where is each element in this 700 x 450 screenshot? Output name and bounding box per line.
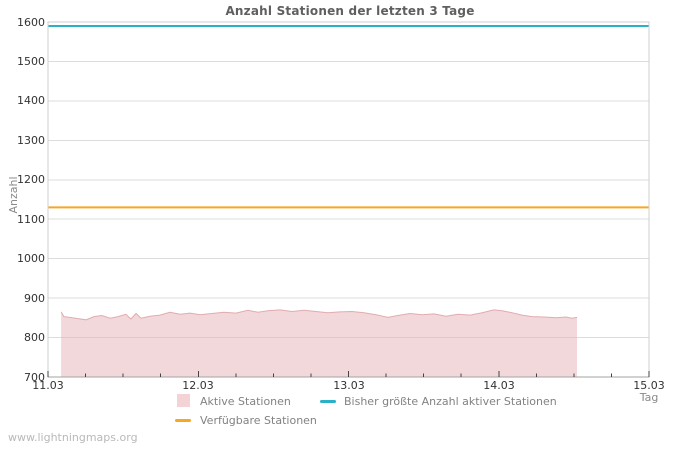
- legend-label-available-stations: Verfügbare Stationen: [200, 414, 317, 427]
- y-tick-label: 1200: [17, 173, 45, 186]
- legend-swatch-available-stations: [175, 419, 191, 422]
- watermark: www.lightningmaps.org: [8, 431, 138, 444]
- y-axis-title: Anzahl: [7, 176, 20, 214]
- x-tick-label: 11.03: [32, 379, 64, 392]
- y-tick-label: 1300: [17, 134, 45, 147]
- x-tick-label: 13.03: [333, 379, 365, 392]
- x-axis-title: Tag: [639, 391, 659, 404]
- active-stations-area: [61, 309, 578, 377]
- y-tick-label: 900: [24, 292, 45, 305]
- legend-label-max-active-stations: Bisher größte Anzahl aktiver Stationen: [344, 395, 557, 408]
- y-tick-label: 700: [24, 371, 45, 384]
- x-tick-label: 15.03: [633, 379, 665, 392]
- y-tick-label: 1600: [17, 16, 45, 29]
- legend-swatch-max-active-stations: [320, 400, 336, 403]
- x-tick-label: 14.03: [483, 379, 515, 392]
- active-stations-edge: [60, 309, 578, 321]
- y-tick-label: 1000: [17, 252, 45, 265]
- y-tick-label: 800: [24, 331, 45, 344]
- chart-title: Anzahl Stationen der letzten 3 Tage: [225, 4, 475, 18]
- legend-swatch-active-stations: [177, 394, 190, 407]
- x-tick-label: 12.03: [182, 379, 214, 392]
- legend-label-active-stations: Aktive Stationen: [200, 395, 291, 408]
- y-tick-label: 1400: [17, 94, 45, 107]
- y-tick-label: 1100: [17, 213, 45, 226]
- y-tick-label: 1500: [17, 55, 45, 68]
